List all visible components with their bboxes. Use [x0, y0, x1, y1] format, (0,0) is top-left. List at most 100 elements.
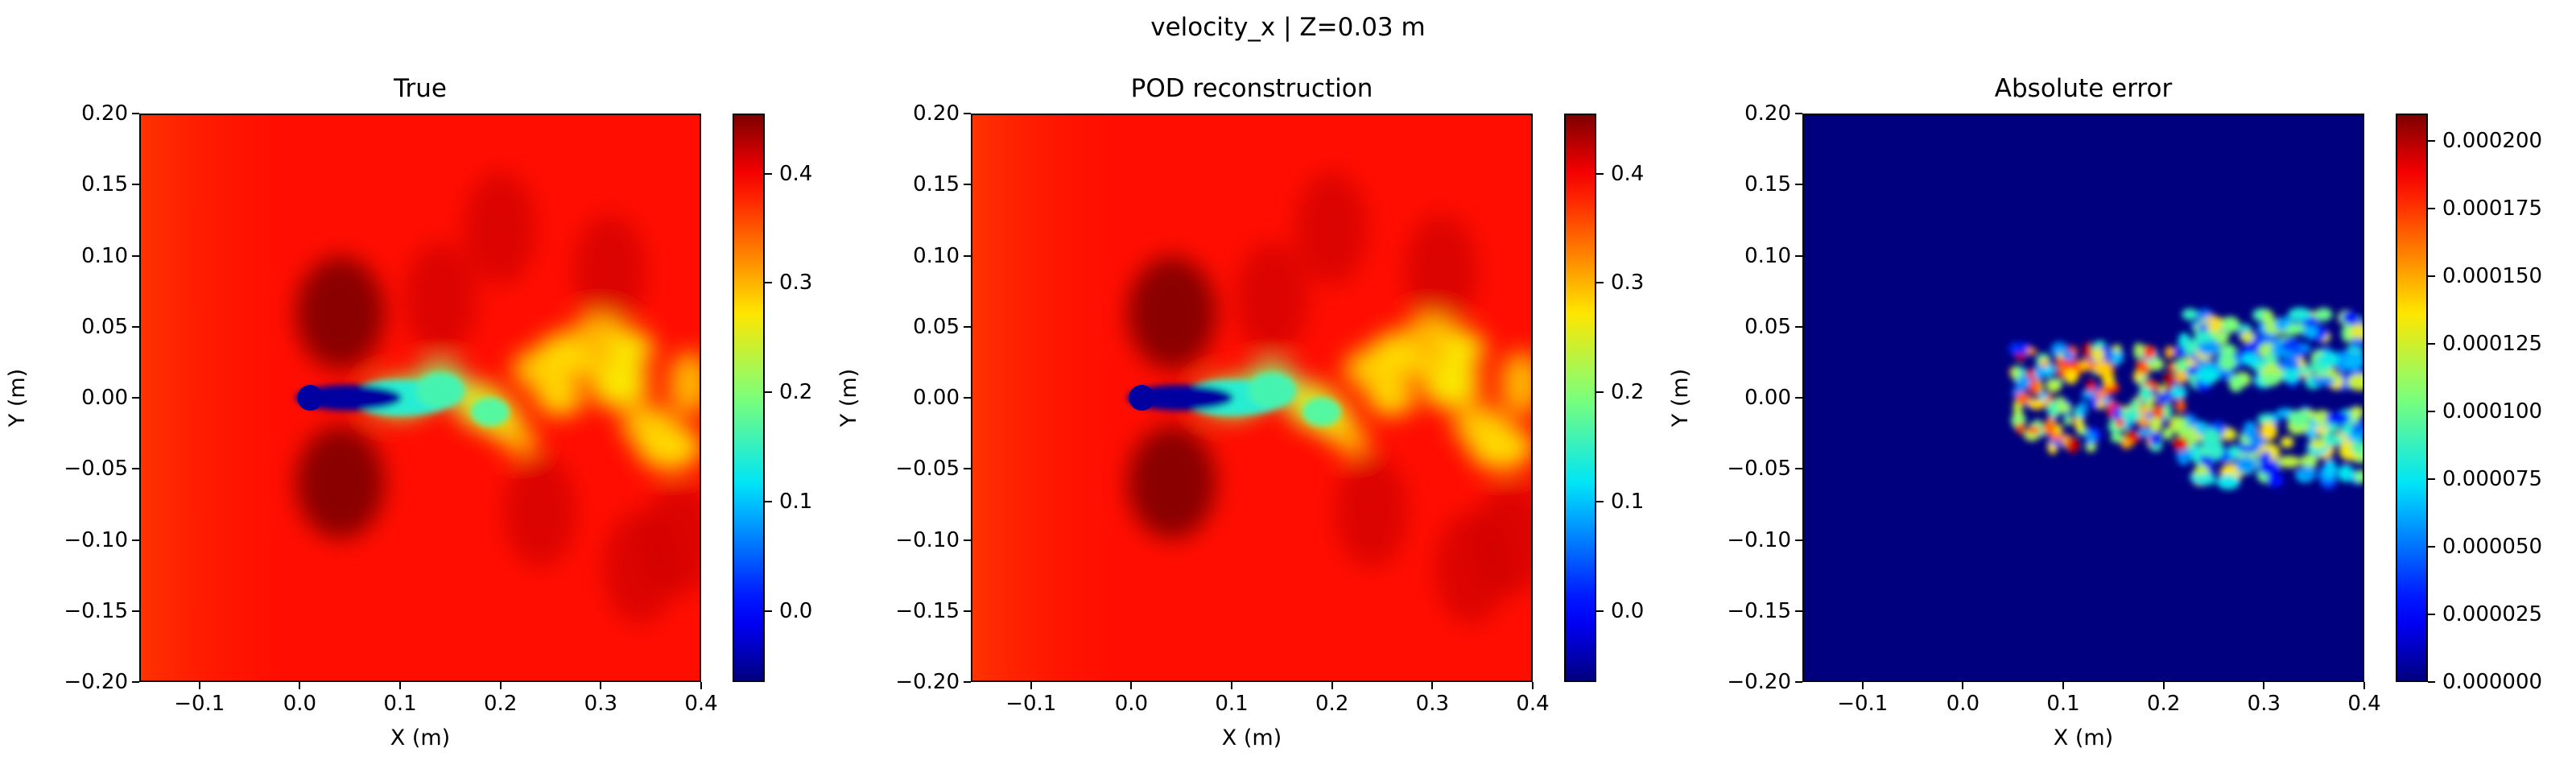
x-tick-label: 0.1: [1215, 692, 1249, 716]
x-tick-label: 0.1: [2046, 692, 2080, 716]
y-tick-label: 0.15: [1744, 172, 1791, 197]
error-speckle: [2311, 376, 2335, 386]
x-tick-label: 0.4: [684, 692, 718, 716]
y-tick: [964, 468, 971, 470]
error-speckle: [2066, 436, 2079, 453]
error-speckle: [2281, 338, 2301, 352]
y-tick: [1795, 325, 1802, 328]
wake-lobe: [573, 214, 646, 328]
near-wake: [295, 373, 510, 427]
y-tick-label: 0.15: [913, 172, 960, 197]
near-wake: [1127, 373, 1341, 427]
error-speckle: [2054, 424, 2062, 434]
error-speckle: [2015, 392, 2031, 405]
error-speckle: [2136, 428, 2153, 437]
heatmap-svg: [141, 115, 700, 680]
y-tick-label: −0.05: [64, 457, 128, 482]
x-tick-label: −0.1: [174, 692, 225, 716]
error-speckle: [2196, 367, 2220, 384]
x-tick-label: 0.0: [1114, 692, 1149, 716]
colorbar: [733, 114, 765, 682]
x-tick: [198, 682, 200, 689]
wake-lobe: [464, 172, 537, 285]
colorbar-tick: [765, 500, 772, 502]
error-speckle: [2192, 474, 2217, 486]
y-tick: [1795, 397, 1802, 399]
panel-1: True −0.20 −0.15 −0.10 −0.05 0.00 0.05 0.10 0.15…: [0, 0, 859, 773]
y-tick-label: 0.00: [1744, 386, 1791, 410]
error-speckle: [2260, 421, 2277, 441]
error-speckle: [2046, 379, 2062, 393]
colorbar-tick-label: 0.000175: [2442, 196, 2543, 221]
error-speckle: [2347, 374, 2363, 391]
error-speckle: [2026, 347, 2037, 356]
error-speckles: [2008, 308, 2363, 490]
y-tick: [964, 610, 971, 612]
x-tick: [1861, 682, 1864, 689]
y-tick-label: 0.20: [81, 101, 128, 126]
error-speckle: [2318, 352, 2337, 366]
heatmap-svg: [1804, 115, 2363, 680]
error-speckle: [2301, 325, 2318, 339]
panel-3: Absolute error −0.20 −0.15 −0.10 −0.05 0.00 0.…: [1663, 0, 2542, 773]
colorbar-tick: [2428, 681, 2435, 683]
colorbar-tick: [2428, 477, 2435, 480]
error-speckle: [2149, 432, 2161, 447]
y-tick-label: 0.10: [913, 243, 960, 268]
wake-plume-blob: [1468, 424, 1531, 470]
error-speckle: [2350, 406, 2363, 418]
error-speckle: [2217, 354, 2237, 371]
error-speckle: [2011, 366, 2021, 381]
inflow-gradient: [972, 115, 1133, 680]
wake-plume-blob: [637, 424, 700, 470]
x-tick-label: 0.2: [1315, 692, 1349, 716]
y-tick-label: 0.00: [81, 386, 128, 410]
colorbar-tick-label: 0.3: [1611, 271, 1645, 296]
wake-lobe: [603, 511, 676, 624]
near-wake-cyan: [1247, 373, 1296, 409]
error-speckle: [2110, 353, 2122, 366]
error-speckle: [2132, 371, 2142, 382]
high-speed-lobe: [1127, 256, 1216, 370]
x-tick: [2162, 682, 2165, 689]
wake-lobe: [1335, 454, 1408, 568]
error-speckle: [2089, 395, 2099, 409]
y-tick-label: −0.20: [64, 670, 128, 694]
colorbar-tick-label: 0.000050: [2442, 534, 2543, 559]
wake-lobe: [1435, 511, 1508, 624]
colorbar-tick: [1596, 282, 1604, 284]
y-tick-label: 0.05: [1744, 314, 1791, 339]
colorbar-tick: [765, 610, 772, 612]
panel-title: True: [394, 74, 447, 103]
x-tick-label: 0.4: [2347, 692, 2381, 716]
panel-title: Absolute error: [1994, 74, 2173, 103]
colorbar-tick: [1596, 500, 1604, 502]
y-tick: [1795, 681, 1802, 683]
colorbar-tick-label: 0.000150: [2442, 263, 2543, 288]
panel-2: POD reconstruction −0.20 −0.15 −0.10 −0.05 0.…: [832, 0, 1690, 773]
y-tick: [964, 184, 971, 186]
error-speckle: [2028, 398, 2046, 410]
wake-plume-blob: [1437, 330, 1486, 366]
x-tick: [2363, 682, 2365, 689]
near-wake-cyan: [415, 373, 464, 409]
x-tick-label: 0.0: [283, 692, 317, 716]
error-speckle: [2042, 420, 2056, 436]
error-speckle: [2120, 438, 2133, 449]
x-tick: [1130, 682, 1133, 689]
wake-plume-blob: [502, 425, 538, 455]
colorbar-tick-label: 0.1: [1611, 489, 1645, 514]
y-tick-label: −0.10: [895, 527, 960, 552]
error-speckle: [2243, 421, 2258, 440]
error-speckle: [2351, 441, 2363, 455]
error-speckle: [2341, 324, 2354, 343]
error-speckle: [2351, 337, 2363, 349]
y-tick: [132, 610, 139, 612]
x-axis-label: X (m): [2053, 725, 2114, 750]
error-speckle: [2194, 330, 2214, 343]
colorbar-tick: [2428, 139, 2435, 142]
y-tick: [132, 254, 139, 257]
y-tick-label: 0.10: [1744, 243, 1791, 268]
wake-plume-blob: [590, 358, 649, 410]
error-speckle: [2343, 351, 2363, 371]
